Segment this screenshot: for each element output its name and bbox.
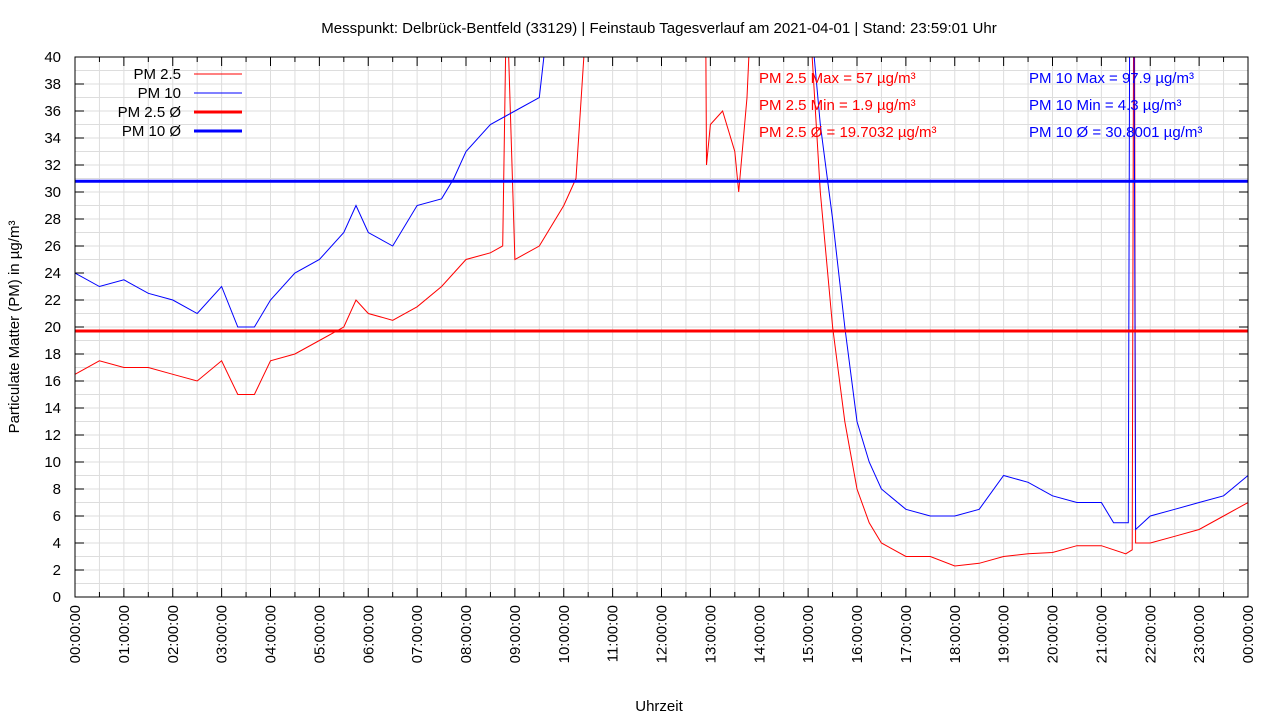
y-tick-label: 30 [44, 184, 61, 201]
legend-label-pm25: PM 2.5 [133, 66, 181, 83]
x-tick-label: 10:00:00 [556, 605, 573, 663]
y-tick-label: 28 [44, 211, 61, 228]
x-tick-label: 11:00:00 [605, 605, 622, 662]
x-axis-label: Uhrzeit [635, 698, 683, 715]
y-tick-label: 10 [44, 454, 61, 471]
x-tick-label: 13:00:00 [702, 605, 719, 663]
pm25-avg-label: PM 2.5 Ø = 19.7032 µg/m³ [759, 124, 936, 141]
y-tick-label: 6 [53, 508, 61, 525]
y-tick-label: 32 [44, 157, 61, 174]
x-tick-label: 16:00:00 [849, 605, 866, 663]
y-tick-label: 2 [53, 562, 61, 579]
y-tick-label: 12 [44, 427, 61, 444]
x-tick-label: 22:00:00 [1142, 605, 1159, 663]
chart-title: Messpunkt: Delbrück-Bentfeld (33129) | F… [321, 20, 996, 37]
x-tick-label: 09:00:00 [507, 605, 524, 663]
x-tick-label: 00:00:00 [67, 605, 84, 663]
pm10-avg-label: PM 10 Ø = 30.8001 µg/m³ [1029, 124, 1202, 141]
pm25-min-label: PM 2.5 Min = 1.9 µg/m³ [759, 97, 916, 114]
x-tick-label: 12:00:00 [654, 605, 671, 663]
pm10-max-label: PM 10 Max = 97.9 µg/m³ [1029, 70, 1194, 87]
legend: PM 2.5 PM 10 PM 2.5 Ø PM 10 Ø [118, 66, 242, 140]
series-line-pm-10 [75, 57, 1248, 531]
y-tick-label: 18 [44, 346, 61, 363]
x-tick-label: 17:00:00 [898, 605, 915, 663]
pm10-min-label: PM 10 Min = 4.3 µg/m³ [1029, 97, 1181, 114]
x-tick-label: 21:00:00 [1093, 605, 1110, 663]
x-tick-label: 01:00:00 [116, 605, 133, 663]
y-tick-label: 8 [53, 481, 61, 498]
x-tick-label: 05:00:00 [311, 605, 328, 663]
x-tick-label: 06:00:00 [360, 605, 377, 663]
x-tick-label: 00:00:00 [1240, 605, 1257, 663]
y-tick-label: 22 [44, 292, 61, 309]
y-tick-label: 20 [44, 319, 61, 336]
legend-label-pm10: PM 10 [138, 85, 181, 102]
y-tick-label: 38 [44, 76, 61, 93]
x-tick-label: 07:00:00 [409, 605, 426, 663]
legend-label-pm25-avg: PM 2.5 Ø [118, 104, 182, 121]
ticks: 024681012141618202224262830323436384000:… [44, 49, 1257, 663]
pm25-max-label: PM 2.5 Max = 57 µg/m³ [759, 70, 916, 87]
y-tick-label: 16 [44, 373, 61, 390]
y-tick-label: 24 [44, 265, 61, 282]
x-tick-label: 20:00:00 [1045, 605, 1062, 663]
x-tick-label: 02:00:00 [165, 605, 182, 663]
x-tick-label: 18:00:00 [947, 605, 964, 663]
y-tick-label: 14 [44, 400, 61, 417]
y-tick-label: 36 [44, 103, 61, 120]
x-tick-label: 23:00:00 [1191, 605, 1208, 663]
series-line-pm-2-5 [75, 57, 1248, 567]
y-tick-label: 0 [53, 589, 61, 606]
x-tick-label: 19:00:00 [996, 605, 1013, 663]
y-tick-label: 4 [53, 535, 61, 552]
x-tick-label: 15:00:00 [800, 605, 817, 663]
y-tick-label: 34 [44, 130, 61, 147]
y-tick-label: 26 [44, 238, 61, 255]
x-tick-label: 14:00:00 [751, 605, 768, 663]
series-group [75, 57, 1248, 567]
y-tick-label: 40 [44, 49, 61, 66]
annotations: PM 2.5 Max = 57 µg/m³ PM 2.5 Min = 1.9 µ… [759, 70, 1202, 141]
y-axis-label: Particulate Matter (PM) in µg/m³ [6, 221, 23, 434]
x-tick-label: 04:00:00 [263, 605, 280, 663]
legend-label-pm10-avg: PM 10 Ø [122, 123, 182, 140]
x-tick-label: 03:00:00 [214, 605, 231, 663]
x-tick-label: 08:00:00 [458, 605, 475, 663]
grid [74, 56, 1249, 598]
